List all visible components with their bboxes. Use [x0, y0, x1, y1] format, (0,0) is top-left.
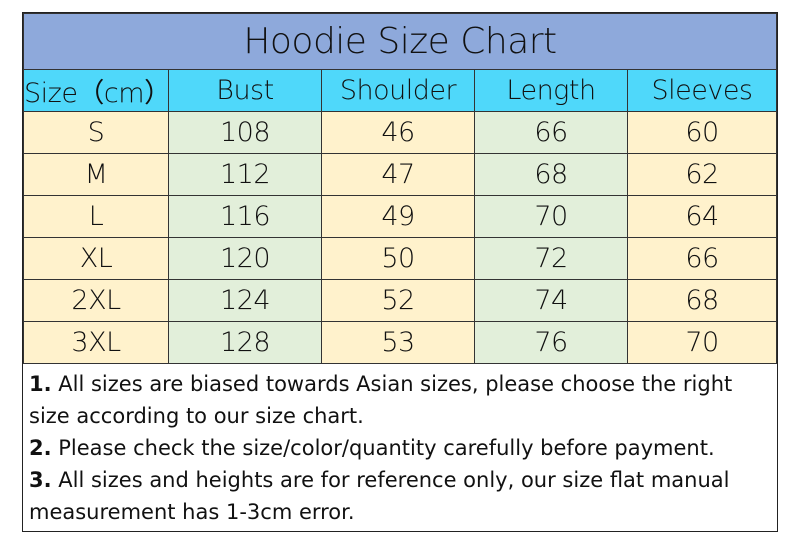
cell-shoulder: 49	[321, 195, 475, 238]
cell-size: S	[23, 111, 169, 154]
header-row: Size（cm） Bust Shoulder Length Sleeves	[23, 69, 777, 112]
table-row: L 116 49 70 64	[23, 195, 777, 238]
note-text: All sizes and heights are for reference …	[29, 468, 730, 524]
table-row: S 108 46 66 60	[23, 111, 777, 154]
note-text: Please check the size/color/quantity car…	[51, 436, 715, 460]
size-table: Hoodie Size Chart Size（cm） Bust Shoulder…	[23, 13, 777, 364]
note-2: 2. Please check the size/color/quantity …	[29, 432, 771, 464]
cell-shoulder: 52	[321, 279, 475, 322]
header-size: Size（cm）	[23, 69, 171, 112]
cell-shoulder: 47	[321, 153, 475, 196]
cell-length: 70	[474, 195, 628, 238]
note-1: 1. All sizes are biased towards Asian si…	[29, 368, 771, 432]
header-sleeves: Sleeves	[627, 69, 777, 112]
cell-size: L	[23, 195, 169, 238]
cell-bust: 108	[168, 111, 322, 154]
cell-length: 66	[474, 111, 628, 154]
cell-sleeves: 66	[627, 237, 777, 280]
note-3: 3. All sizes and heights are for referen…	[29, 464, 771, 528]
chart-title: Hoodie Size Chart	[23, 13, 777, 70]
cell-shoulder: 53	[321, 321, 475, 364]
cell-sleeves: 70	[627, 321, 777, 364]
cell-sleeves: 64	[627, 195, 777, 238]
cell-shoulder: 50	[321, 237, 475, 280]
cell-length: 76	[474, 321, 628, 364]
cell-length: 72	[474, 237, 628, 280]
header-bust: Bust	[168, 69, 322, 112]
table-row: 2XL 124 52 74 68	[23, 279, 777, 322]
cell-bust: 116	[168, 195, 322, 238]
notes: 1. All sizes are biased towards Asian si…	[23, 364, 777, 528]
header-shoulder: Shoulder	[321, 69, 475, 112]
note-number: 3.	[29, 468, 52, 492]
cell-sleeves: 60	[627, 111, 777, 154]
header-length: Length	[474, 69, 628, 112]
table-row: 3XL 128 53 76 70	[23, 321, 777, 364]
cell-length: 68	[474, 153, 628, 196]
note-text: All sizes are biased towards Asian sizes…	[29, 372, 733, 428]
cell-bust: 120	[168, 237, 322, 280]
cell-length: 74	[474, 279, 628, 322]
cell-size: M	[23, 153, 169, 196]
cell-bust: 112	[168, 153, 322, 196]
cell-bust: 124	[168, 279, 322, 322]
note-number: 2.	[29, 436, 52, 460]
size-chart: Hoodie Size Chart Size（cm） Bust Shoulder…	[22, 12, 778, 532]
cell-sleeves: 62	[627, 153, 777, 196]
cell-shoulder: 46	[321, 111, 475, 154]
table-row: M 112 47 68 62	[23, 153, 777, 196]
cell-size: 3XL	[23, 321, 169, 364]
table-row: XL 120 50 72 66	[23, 237, 777, 280]
cell-bust: 128	[168, 321, 322, 364]
cell-sleeves: 68	[627, 279, 777, 322]
note-number: 1.	[29, 372, 52, 396]
cell-size: 2XL	[23, 279, 169, 322]
cell-size: XL	[23, 237, 169, 280]
